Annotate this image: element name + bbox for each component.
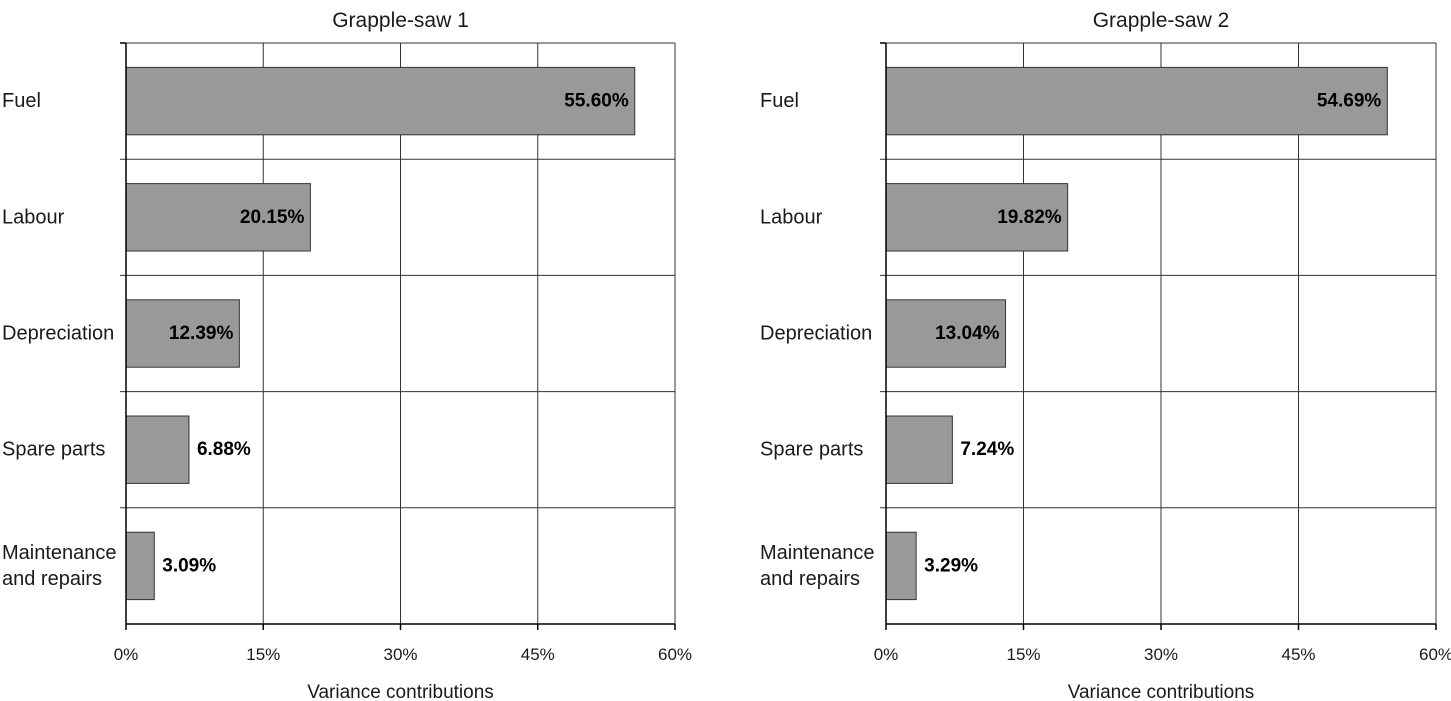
x-tick-label: 60%	[658, 645, 692, 664]
x-tick-label: 45%	[521, 645, 555, 664]
x-axis-label: Variance contributions	[1068, 682, 1255, 701]
bar	[125, 531, 155, 601]
chart-title: Grapple-saw 1	[332, 9, 469, 32]
data-label: 54.69%	[1317, 91, 1382, 112]
category-label: Fuel	[760, 90, 799, 112]
bar	[885, 415, 953, 484]
bar	[885, 66, 1388, 136]
bar	[125, 66, 636, 136]
data-label: 3.29%	[924, 555, 978, 576]
category-label: Labour	[2, 206, 65, 228]
x-tick-label: 15%	[246, 645, 280, 664]
bar	[885, 531, 917, 601]
data-label: 19.82%	[997, 207, 1062, 228]
bar	[125, 183, 311, 252]
x-tick-label: 30%	[1144, 645, 1178, 664]
bar	[885, 299, 1007, 368]
bar	[125, 415, 190, 484]
chart-panel-2: Grapple-saw 2 54.69% Fuel 19.82% Labour 13.04…	[760, 9, 1451, 701]
chart-title: Grapple-saw 2	[1093, 9, 1230, 32]
x-tick-label: 15%	[1006, 645, 1040, 664]
x-tick-label: 45%	[1281, 645, 1315, 664]
category-label: Depreciation	[760, 323, 872, 345]
x-axis-label: Variance contributions	[307, 682, 494, 701]
x-tick-label: 0%	[874, 645, 899, 664]
category-label: Maintenance and repairs	[2, 542, 117, 590]
x-tick-label: 0%	[114, 645, 139, 664]
category-label: Maintenance and repairs	[760, 542, 875, 590]
category-label: Depreciation	[2, 323, 114, 345]
category-label: Labour	[760, 206, 823, 228]
data-label: 12.39%	[169, 323, 234, 344]
data-label: 6.88%	[197, 439, 251, 460]
data-label: 55.60%	[564, 91, 629, 112]
x-tick-label: 30%	[383, 645, 417, 664]
category-label: Fuel	[2, 90, 41, 112]
data-label: 3.09%	[162, 555, 216, 576]
chart-panel-1: Grapple-saw 1 55.60% Fuel 20.15% Labour 12.39…	[2, 9, 692, 701]
data-label: 7.24%	[960, 439, 1014, 460]
data-label: 13.04%	[935, 323, 1000, 344]
category-label: Spare parts	[760, 439, 863, 461]
data-label: 20.15%	[240, 207, 305, 228]
category-label: Spare parts	[2, 439, 105, 461]
x-tick-label: 60%	[1419, 645, 1451, 664]
